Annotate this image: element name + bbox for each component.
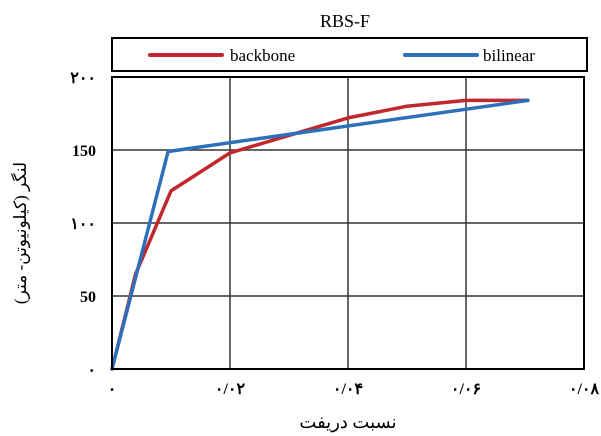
y-tick-label: ۱۰۰ (70, 216, 96, 233)
y-tick-label: 50 (80, 289, 96, 306)
y-tick-label: 150 (72, 143, 96, 160)
plot-frame (111, 76, 585, 370)
x-tick-label: ۰ (108, 381, 117, 398)
x-axis-label: نسبت دریفت (299, 412, 396, 433)
y-tick-labels: ۰ 50 ۱۰۰ 150 ۲۰۰ (70, 70, 96, 379)
x-tick-labels: ۰ ۰/۰۲ ۰/۰۴ ۰/۰۶ ۰/۰۸ (108, 381, 600, 398)
x-tick-label: ۰/۰۸ (569, 381, 600, 398)
series-line-backbone (110, 98, 530, 371)
series-line-bilinear (110, 98, 530, 371)
series-layer (110, 98, 530, 371)
x-tick-label: ۰/۰۲ (215, 381, 246, 398)
grid (111, 76, 585, 370)
y-tick-label: ۰ (87, 362, 96, 379)
y-tick-label: ۲۰۰ (70, 70, 96, 87)
legend: backbone bilinear (111, 37, 588, 72)
x-tick-label: ۰/۰۴ (333, 381, 363, 398)
y-axis-label: لنگر (کیلونیوتن- متر) (10, 162, 31, 304)
legend-label-backbone: backbone (230, 46, 295, 65)
legend-label-bilinear: bilinear (483, 46, 535, 65)
chart-title: RBS-F (320, 11, 370, 31)
x-tick-label: ۰/۰۶ (451, 381, 481, 398)
